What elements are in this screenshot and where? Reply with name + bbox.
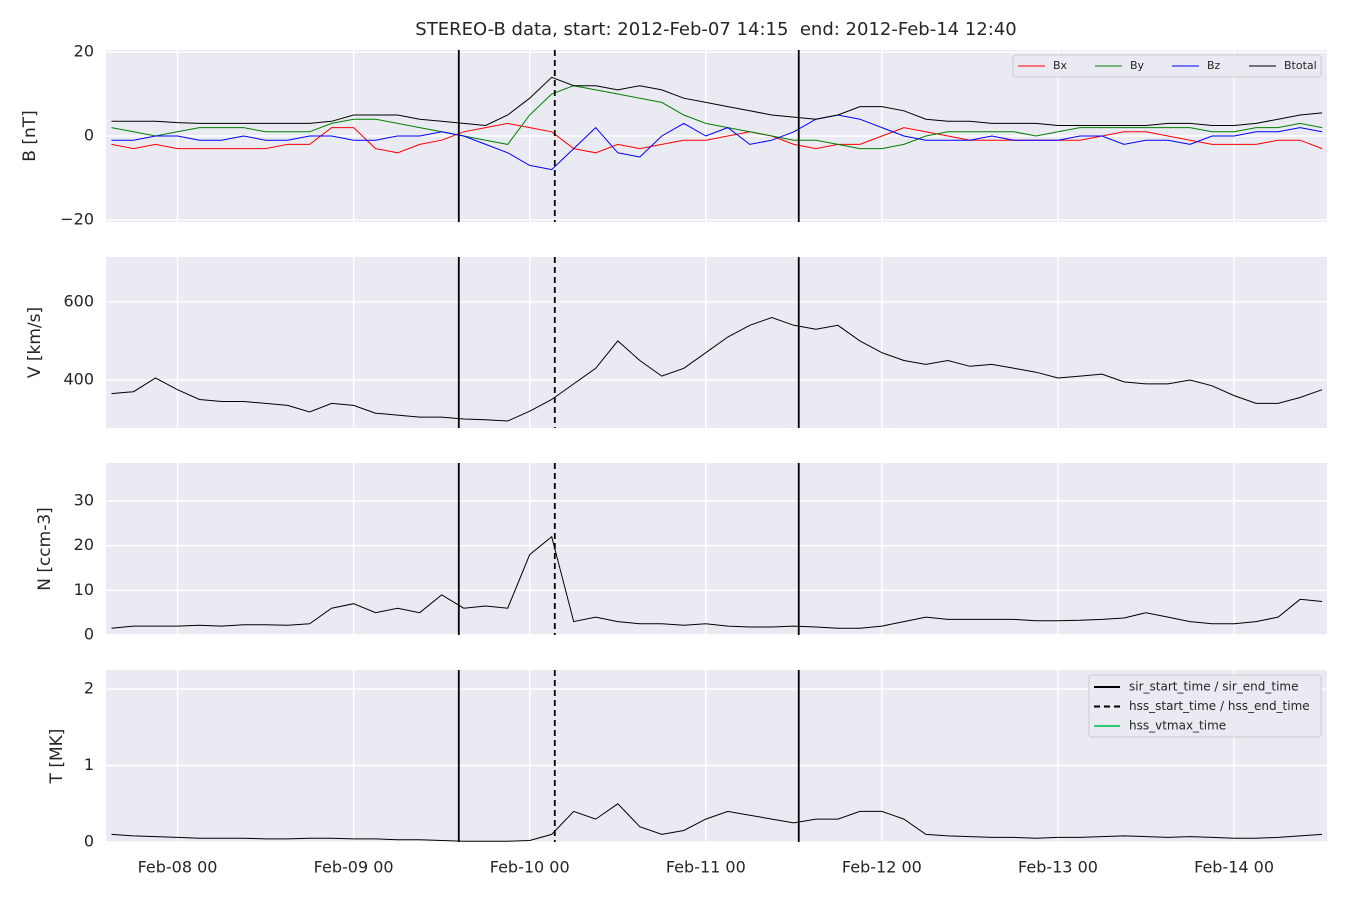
series-line <box>111 114 1323 171</box>
y-tick-label: 400 <box>63 369 94 388</box>
legend-label: Btotal <box>1284 59 1317 72</box>
y-tick-label: 10 <box>74 580 94 599</box>
x-tick-label: Feb-11 00 <box>666 858 746 877</box>
x-tick-label: Feb-09 00 <box>314 858 394 877</box>
y-tick-label: 0 <box>84 625 94 644</box>
series-line <box>111 316 1323 422</box>
y-tick-label: 0 <box>84 126 94 145</box>
y-tick-label: 30 <box>74 490 94 509</box>
legend-box <box>1012 54 1322 78</box>
x-tick-label: Feb-13 00 <box>1018 858 1098 877</box>
y-axis-label: B [nT] <box>20 110 40 162</box>
x-tick-label: Feb-08 00 <box>138 858 218 877</box>
legend-box <box>1088 674 1322 738</box>
legend-label: hss_vtmax_time <box>1129 719 1226 733</box>
y-tick-label: 600 <box>63 291 94 310</box>
series-line <box>111 535 1323 629</box>
y-tick-label: −20 <box>60 209 94 228</box>
x-tick-label: Feb-14 00 <box>1194 858 1274 877</box>
x-tick-label: Feb-10 00 <box>490 858 570 877</box>
y-tick-label: 20 <box>74 535 94 554</box>
legend-label: hss_start_time / hss_end_time <box>1129 699 1310 713</box>
series-line <box>111 76 1323 127</box>
y-tick-label: 0 <box>84 832 94 851</box>
chart-title: STEREO-B data, start: 2012-Feb-07 14:15 … <box>415 19 1016 40</box>
legend-label: Bx <box>1053 59 1068 72</box>
plot-background <box>106 257 1327 428</box>
y-tick-label: 1 <box>84 755 94 774</box>
y-tick-label: 20 <box>74 42 94 61</box>
series-line <box>111 803 1323 842</box>
legend-label: sir_start_time / sir_end_time <box>1129 680 1299 694</box>
series-line <box>111 85 1323 150</box>
legend-label: By <box>1130 59 1145 72</box>
legend-label: Bz <box>1207 59 1221 72</box>
plot-background <box>106 463 1327 635</box>
y-axis-label: V [km/s] <box>25 307 45 378</box>
y-tick-label: 2 <box>84 679 94 698</box>
series-line <box>111 122 1323 154</box>
y-axis-label: T [MK] <box>47 729 67 785</box>
y-axis-label: N [ccm-3] <box>35 507 55 591</box>
x-tick-label: Feb-12 00 <box>842 858 922 877</box>
